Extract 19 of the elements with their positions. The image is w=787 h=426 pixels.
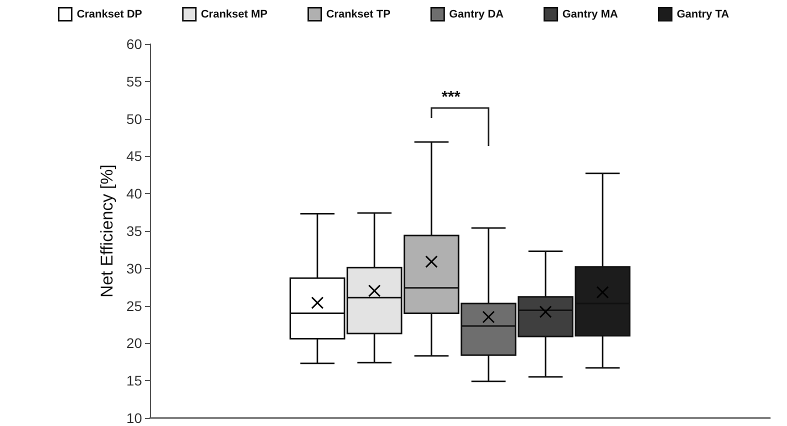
y-axis-title: Net Efficiency [%]	[98, 164, 117, 298]
y-tick-label: 45	[126, 148, 142, 164]
legend-label: Gantry TA	[676, 8, 730, 20]
legend-label: Crankset DP	[76, 8, 142, 20]
y-tick-label: 40	[126, 186, 142, 202]
y-tick-label: 25	[126, 298, 142, 314]
y-tick-label: 30	[126, 260, 142, 276]
legend-label: Gantry DA	[449, 8, 504, 20]
y-tick-label: 60	[126, 36, 142, 52]
y-tick-label: 20	[126, 335, 142, 352]
legend-label: Crankset MP	[200, 8, 268, 20]
y-tick-label: 15	[126, 372, 142, 389]
y-tick-label: 55	[126, 73, 142, 90]
annotation: ***	[442, 88, 462, 106]
legend-label: Gantry MA	[562, 8, 618, 20]
y-tick-label: 35	[126, 223, 142, 239]
y-tick-label: 10	[126, 410, 142, 426]
legend-label: Crankset TP	[326, 8, 390, 20]
y-tick-label: 50	[126, 110, 142, 127]
